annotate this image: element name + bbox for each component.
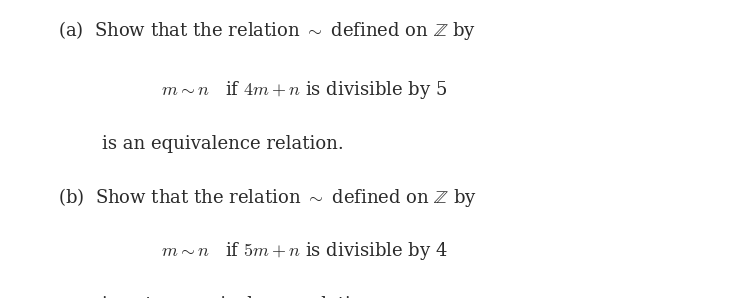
Text: is not an equivalence relation.: is not an equivalence relation. (102, 296, 379, 298)
Text: $m \sim n$   if $4m + n$ is divisible by 5: $m \sim n$ if $4m + n$ is divisible by 5 (161, 79, 447, 101)
Text: is an equivalence relation.: is an equivalence relation. (102, 135, 344, 153)
Text: (b)  Show that the relation $\sim$ defined on $\mathbb{Z}$ by: (b) Show that the relation $\sim$ define… (58, 186, 477, 209)
Text: (a)  Show that the relation $\sim$ defined on $\mathbb{Z}$ by: (a) Show that the relation $\sim$ define… (58, 19, 477, 42)
Text: $m \sim n$   if $5m + n$ is divisible by 4: $m \sim n$ if $5m + n$ is divisible by 4 (161, 240, 447, 262)
